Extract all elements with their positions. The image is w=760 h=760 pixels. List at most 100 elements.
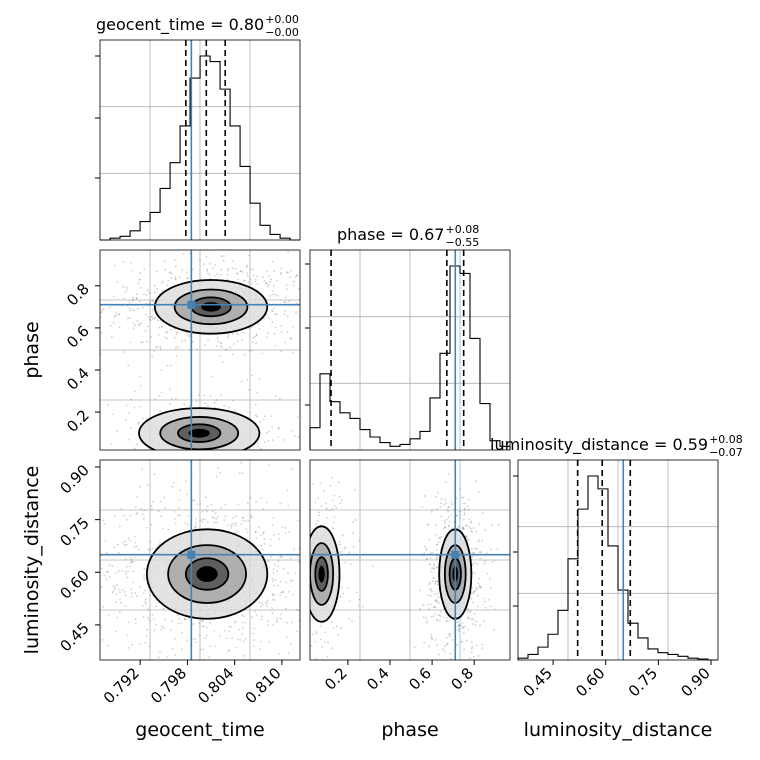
sample-point bbox=[291, 468, 294, 471]
sample-point bbox=[137, 307, 140, 310]
sample-point bbox=[463, 627, 465, 630]
sample-point bbox=[139, 384, 142, 387]
sample-point bbox=[90, 505, 92, 507]
sample-point bbox=[267, 624, 269, 627]
sample-point bbox=[292, 593, 295, 596]
sample-point bbox=[447, 506, 450, 509]
sample-point bbox=[183, 617, 186, 620]
sample-point bbox=[457, 625, 460, 628]
sample-point bbox=[129, 309, 131, 312]
sample-point bbox=[425, 549, 428, 552]
sample-point bbox=[357, 604, 360, 607]
sample-point bbox=[79, 393, 81, 395]
sample-point bbox=[171, 398, 173, 401]
sample-point bbox=[131, 269, 134, 272]
sample-point bbox=[204, 344, 207, 346]
sample-point bbox=[281, 590, 284, 593]
sample-point bbox=[161, 326, 163, 328]
sample-point bbox=[450, 527, 453, 530]
sample-point bbox=[458, 525, 460, 528]
sample-point bbox=[311, 633, 314, 636]
sample-point bbox=[130, 398, 133, 401]
sample-point bbox=[279, 502, 282, 505]
sample-point bbox=[231, 353, 234, 355]
sample-point bbox=[283, 301, 286, 303]
sample-point bbox=[246, 378, 249, 381]
sample-point bbox=[229, 346, 232, 349]
sample-point bbox=[180, 648, 183, 650]
sample-point bbox=[136, 595, 138, 598]
sample-point bbox=[439, 615, 442, 618]
sample-point bbox=[140, 341, 143, 344]
sample-point bbox=[305, 276, 307, 278]
sample-point bbox=[305, 329, 307, 331]
sample-point bbox=[369, 577, 371, 579]
sample-point bbox=[146, 289, 149, 292]
sample-point bbox=[307, 545, 309, 547]
sample-point bbox=[458, 624, 461, 627]
sample-point bbox=[242, 279, 245, 282]
sample-point bbox=[330, 621, 333, 623]
sample-point bbox=[233, 343, 235, 345]
sample-point bbox=[465, 535, 468, 537]
sample-point bbox=[194, 525, 197, 527]
sample-point bbox=[183, 618, 186, 621]
sample-point bbox=[240, 461, 243, 464]
sample-point bbox=[361, 605, 364, 608]
sample-point bbox=[449, 635, 452, 638]
sample-point bbox=[118, 313, 120, 316]
sample-point bbox=[273, 594, 276, 597]
sample-point bbox=[429, 563, 431, 566]
sample-point bbox=[308, 523, 310, 525]
sample-point bbox=[93, 572, 95, 574]
sample-point bbox=[152, 300, 154, 303]
sample-point bbox=[258, 327, 261, 330]
sample-point bbox=[341, 586, 344, 589]
sample-point bbox=[472, 601, 474, 604]
sample-point bbox=[248, 452, 250, 454]
sample-point bbox=[249, 497, 252, 499]
sample-point bbox=[435, 556, 438, 559]
sample-point bbox=[358, 598, 361, 601]
sample-point bbox=[121, 541, 124, 544]
sample-point bbox=[435, 534, 438, 536]
sample-point bbox=[153, 473, 156, 476]
sample-point bbox=[170, 629, 173, 632]
sample-point bbox=[444, 645, 446, 648]
sample-point bbox=[339, 596, 342, 598]
sample-point bbox=[301, 638, 303, 640]
sample-point bbox=[307, 598, 309, 600]
sample-point bbox=[286, 621, 288, 624]
panel-title-geocent_time: geocent_time = 0.80 +0.00−0.00 bbox=[96, 13, 299, 39]
sample-point bbox=[180, 471, 182, 473]
sample-point bbox=[154, 398, 156, 401]
sample-point bbox=[358, 539, 361, 542]
sample-point bbox=[235, 522, 238, 525]
sample-point bbox=[359, 556, 361, 559]
sample-point bbox=[189, 252, 191, 255]
sample-point bbox=[149, 319, 152, 322]
sample-point bbox=[324, 417, 326, 419]
y-axis-label-phase: phase bbox=[21, 321, 43, 378]
sample-point bbox=[258, 378, 261, 381]
sample-point bbox=[91, 673, 93, 675]
sample-point bbox=[306, 550, 308, 552]
sample-point bbox=[90, 594, 92, 596]
sample-point bbox=[473, 612, 476, 615]
sample-point bbox=[136, 320, 139, 323]
sample-point bbox=[458, 630, 460, 633]
sample-point bbox=[115, 311, 118, 314]
sample-point bbox=[229, 663, 231, 665]
sample-point bbox=[220, 507, 222, 510]
sample-point bbox=[172, 481, 175, 484]
sample-point bbox=[443, 677, 445, 679]
sample-point bbox=[127, 317, 129, 320]
sample-point bbox=[306, 597, 308, 599]
sample-point bbox=[435, 598, 438, 601]
sample-point bbox=[464, 508, 466, 511]
sample-point bbox=[280, 591, 283, 594]
sample-point bbox=[472, 551, 474, 554]
sample-point bbox=[335, 506, 338, 509]
sample-point bbox=[80, 438, 82, 440]
sample-point bbox=[440, 610, 442, 613]
